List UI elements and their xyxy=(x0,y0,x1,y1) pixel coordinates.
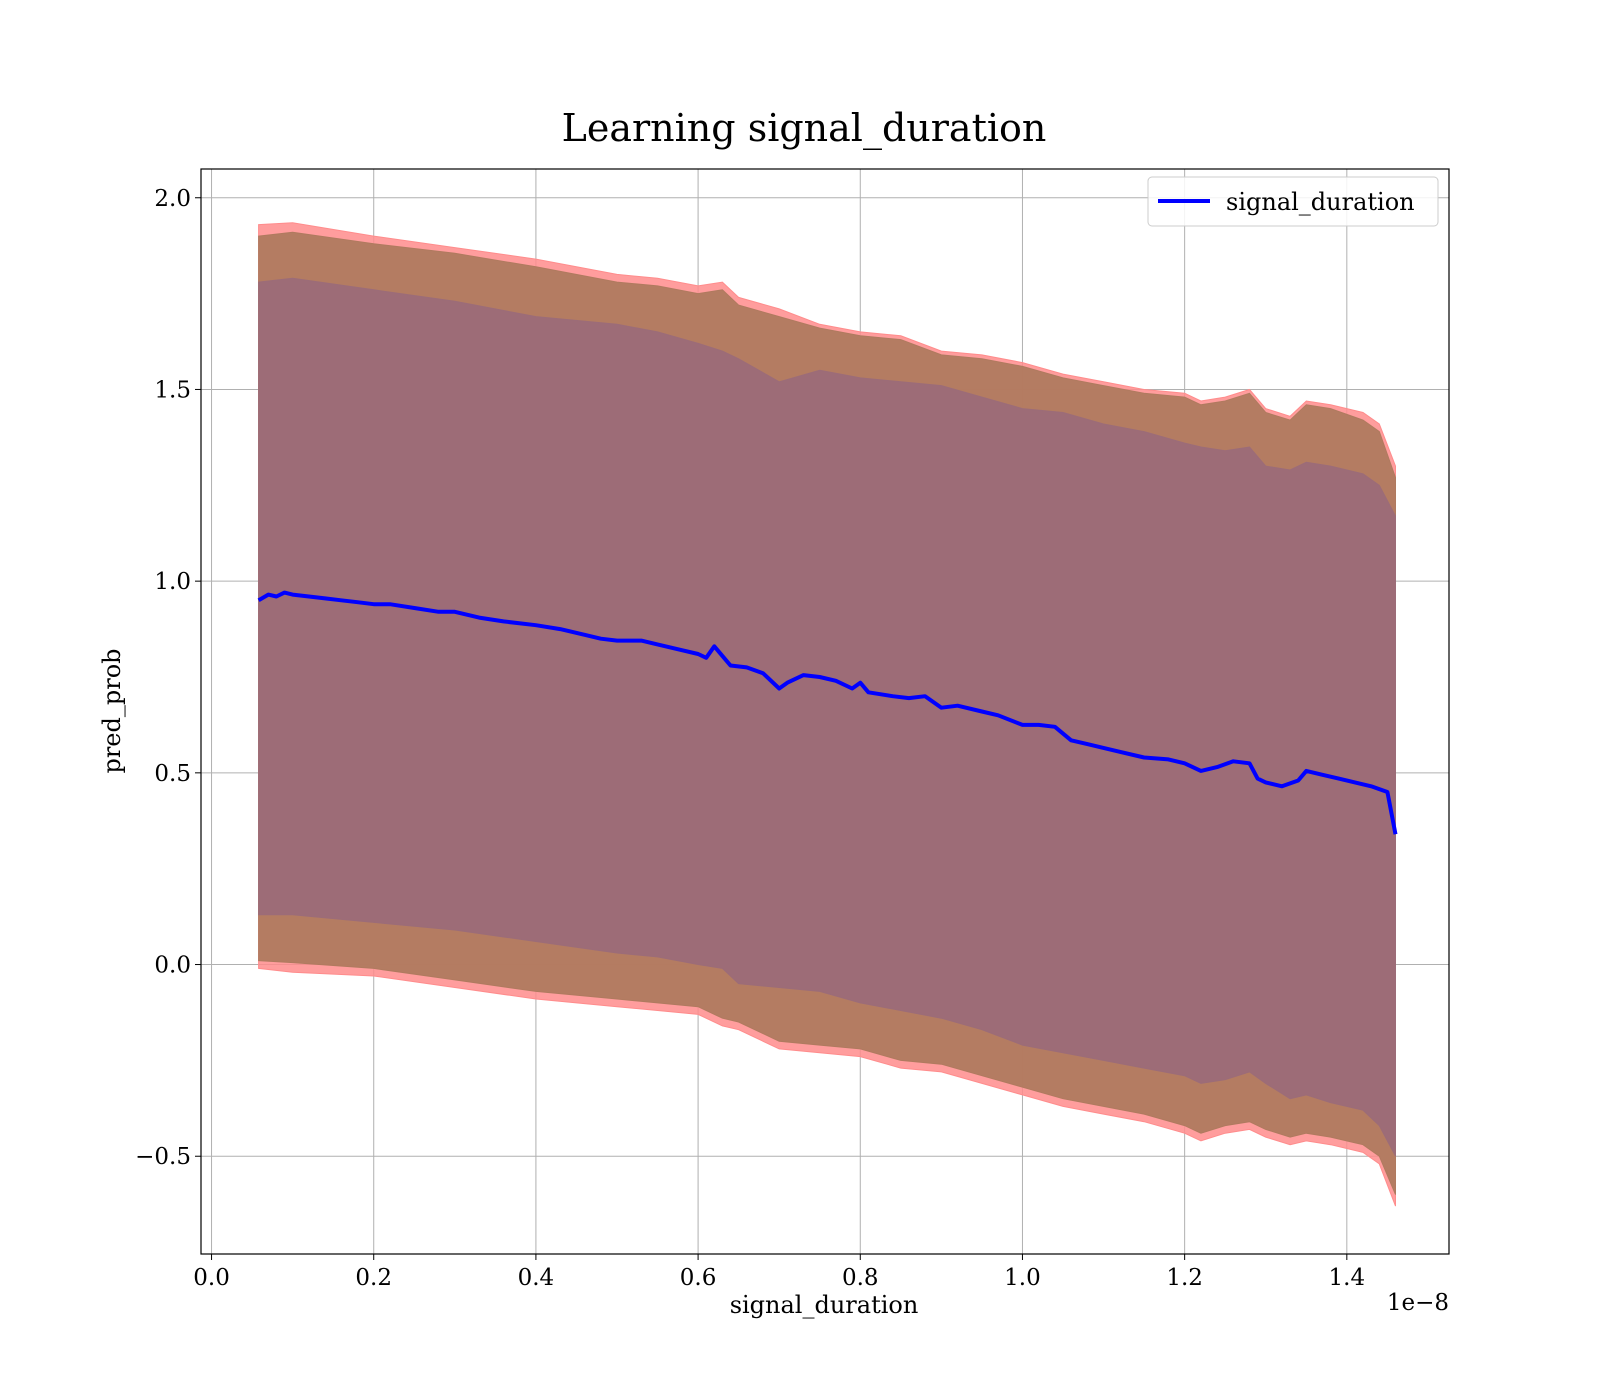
y-tick-label: 0.0 xyxy=(154,953,191,979)
plot-area xyxy=(200,168,1450,1255)
series-line-signal-duration xyxy=(257,590,1398,835)
chart-title: Learning signal_duration xyxy=(562,106,1047,151)
legend-box xyxy=(1147,176,1439,227)
x-axis-offset-label: 1e−8 xyxy=(1387,1290,1449,1316)
x-tick-label: 1.2 xyxy=(1166,1265,1203,1291)
x-tick-label: 0.6 xyxy=(680,1265,717,1291)
x-tick-label: 1.4 xyxy=(1329,1265,1366,1291)
legend-label: signal_duration xyxy=(1226,188,1415,216)
y-axis: −0.5 0.0 0.5 1.0 1.5 2.0 xyxy=(135,186,201,1170)
inner-confidence-band xyxy=(258,277,1396,1157)
legend: signal_duration xyxy=(1147,176,1439,227)
plot-frame xyxy=(200,168,1450,1255)
x-axis-label: signal_duration xyxy=(730,1291,919,1319)
y-axis-label: pred_prob xyxy=(98,648,126,773)
x-axis: 0.0 0.2 0.4 0.6 0.8 1.0 1.2 1.4 xyxy=(193,1254,1365,1291)
x-tick-label: 1.0 xyxy=(1004,1265,1041,1291)
y-tick-label: 2.0 xyxy=(154,186,191,212)
y-tick-label: 0.5 xyxy=(154,761,191,787)
series-lines xyxy=(257,590,1398,835)
x-tick-label: 0.8 xyxy=(842,1265,879,1291)
x-tick-label: 0.4 xyxy=(518,1265,555,1291)
x-tick-label: 0.2 xyxy=(355,1265,392,1291)
y-tick-label: −0.5 xyxy=(135,1144,191,1170)
x-tick-label: 0.0 xyxy=(193,1265,230,1291)
y-tick-label: 1.5 xyxy=(154,377,191,403)
y-tick-label: 1.0 xyxy=(154,569,191,595)
confidence-bands xyxy=(258,222,1396,1207)
